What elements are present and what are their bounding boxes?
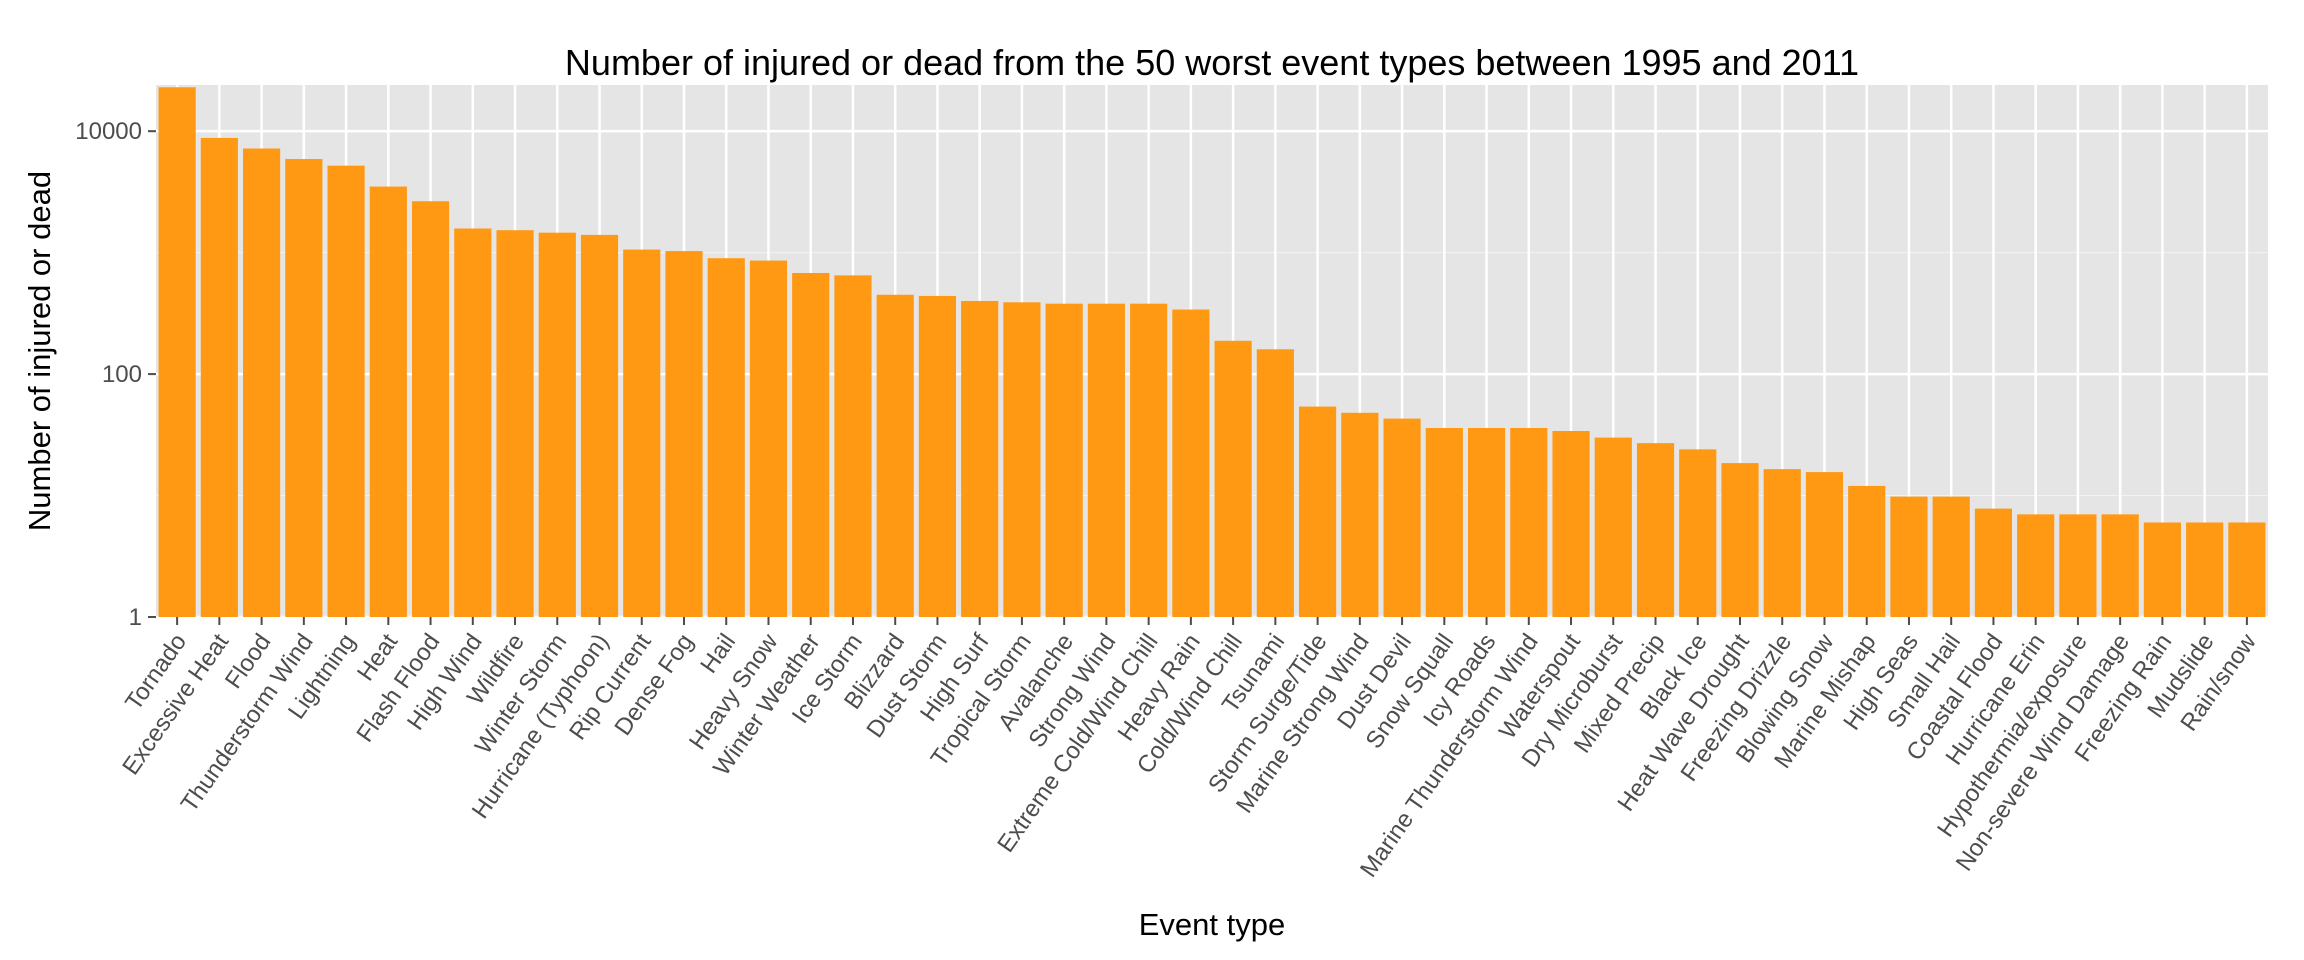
bar xyxy=(1763,469,1801,617)
bar xyxy=(2143,522,2181,617)
bar xyxy=(1510,427,1548,617)
bar xyxy=(1256,349,1294,617)
bar xyxy=(1890,496,1928,617)
bar xyxy=(961,300,999,617)
bar xyxy=(285,159,323,617)
bar xyxy=(1721,463,1759,617)
x-axis-title: Event type xyxy=(1139,907,1285,942)
bar xyxy=(327,165,365,618)
bar xyxy=(918,295,957,617)
bar xyxy=(1932,496,1970,617)
bar xyxy=(243,148,281,617)
y-tick-label: 100 xyxy=(102,361,142,388)
bar xyxy=(1467,427,1506,617)
bar xyxy=(1214,340,1252,617)
y-tick-label: 10000 xyxy=(75,118,142,145)
bar xyxy=(580,234,619,617)
bar xyxy=(1045,303,1083,617)
bar xyxy=(200,137,238,617)
bar xyxy=(2059,514,2097,617)
bar xyxy=(1383,418,1421,617)
bar xyxy=(1974,508,2013,617)
bar xyxy=(1636,443,1675,617)
bar xyxy=(454,228,492,617)
bar xyxy=(538,232,576,617)
bar xyxy=(1003,302,1041,617)
bar xyxy=(876,294,914,617)
bars xyxy=(158,87,2266,618)
bar xyxy=(1087,303,1125,617)
bar xyxy=(1805,472,1844,617)
y-axis-title: Number of injured or dead xyxy=(22,171,57,531)
bar xyxy=(1679,449,1717,617)
bar xyxy=(1594,437,1632,617)
y-axis: 1 100 10000 xyxy=(75,118,156,631)
bar xyxy=(792,272,830,617)
bar xyxy=(1552,430,1590,617)
bar xyxy=(623,249,661,617)
bar xyxy=(369,186,407,617)
bar xyxy=(1172,309,1210,617)
bar xyxy=(1425,427,1463,617)
y-tick-label: 1 xyxy=(129,604,142,631)
bar xyxy=(2101,514,2139,617)
bar xyxy=(1848,485,1886,617)
bar xyxy=(749,260,788,617)
bar xyxy=(1130,303,1168,617)
bar xyxy=(2017,514,2055,617)
bar xyxy=(707,258,745,617)
bar xyxy=(834,275,872,617)
bar xyxy=(1341,412,1379,617)
chart-title: Number of injured or dead from the 50 wo… xyxy=(565,42,1859,83)
bar xyxy=(665,251,703,617)
bar xyxy=(2228,522,2266,617)
bar xyxy=(158,87,196,617)
bar xyxy=(411,201,450,617)
bar xyxy=(1299,406,1337,617)
bar xyxy=(496,230,534,617)
bar xyxy=(2186,522,2224,617)
